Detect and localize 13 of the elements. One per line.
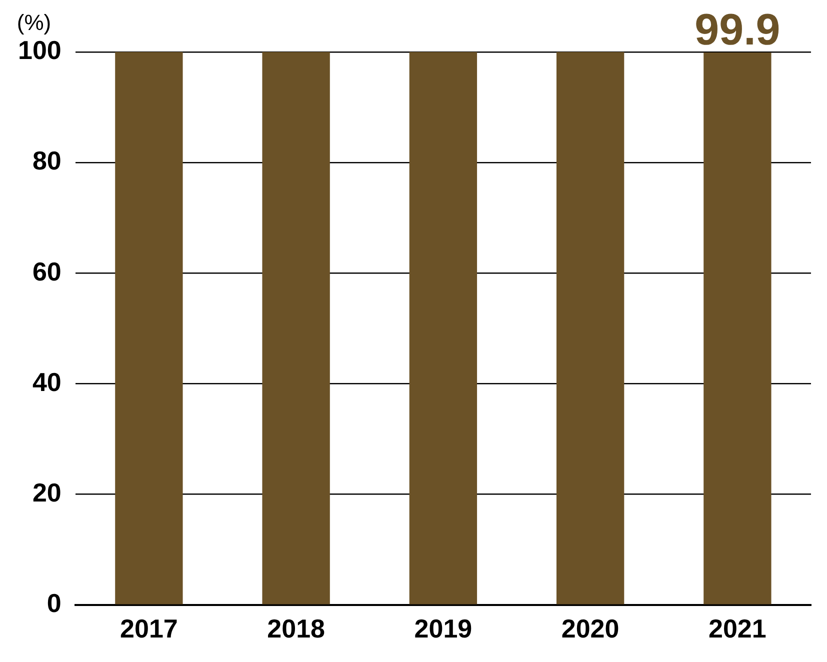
y-tick-label: 100 <box>18 35 62 66</box>
x-tick-label: 2018 <box>267 614 325 644</box>
y-tick-label: 20 <box>32 477 62 508</box>
y-tick-label: 40 <box>32 366 62 397</box>
y-tick-label: 80 <box>32 146 62 176</box>
x-tick-label: 2020 <box>561 614 620 644</box>
y-tick-label: 0 <box>46 588 62 618</box>
x-tick-label: 2021 <box>708 614 766 644</box>
x-tick-label: 2017 <box>120 614 178 644</box>
y-axis-title: (%) <box>16 10 52 35</box>
y-tick-label: 60 <box>32 256 62 286</box>
x-tick-label: 2019 <box>414 614 472 644</box>
data-label: 99.9 <box>694 6 780 55</box>
